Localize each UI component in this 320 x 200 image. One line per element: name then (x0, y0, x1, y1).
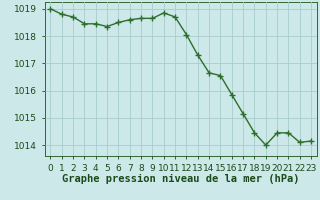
X-axis label: Graphe pression niveau de la mer (hPa): Graphe pression niveau de la mer (hPa) (62, 174, 300, 184)
